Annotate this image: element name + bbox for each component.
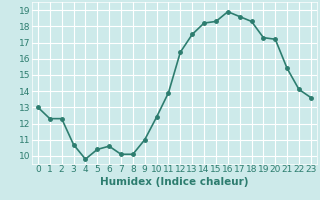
X-axis label: Humidex (Indice chaleur): Humidex (Indice chaleur) [100, 177, 249, 187]
